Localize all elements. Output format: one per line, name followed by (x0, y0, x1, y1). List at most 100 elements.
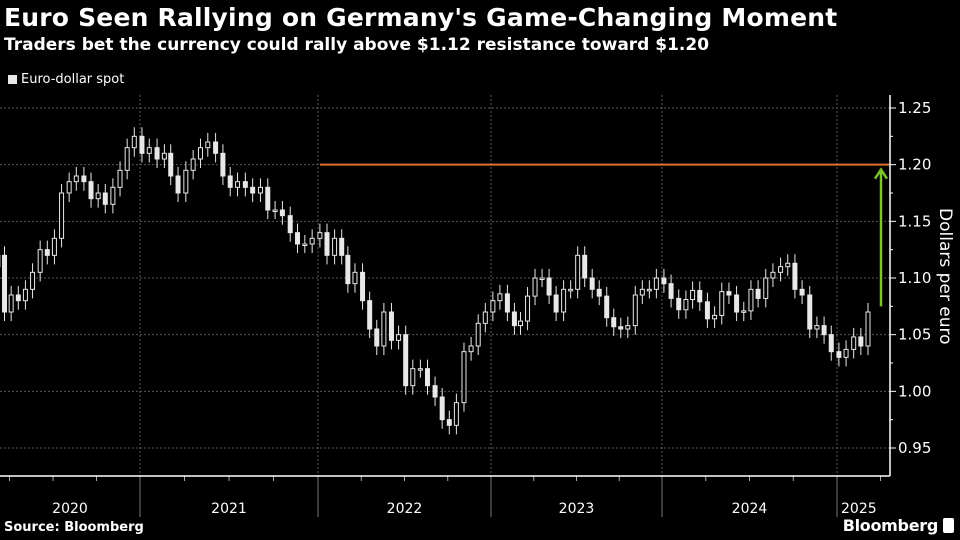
chart-title: Euro Seen Rallying on Germany's Game-Cha… (4, 3, 838, 32)
candle-body (821, 325, 827, 336)
candle-body (511, 311, 517, 327)
candle-body (367, 300, 373, 330)
candle-body (726, 291, 732, 296)
candle-body (110, 186, 116, 205)
candle-body (661, 277, 667, 285)
y-tick-label: 1.00 (898, 382, 931, 400)
candle-body (190, 158, 196, 171)
candle-body (596, 288, 602, 297)
candle-body (446, 419, 452, 426)
candle-body (646, 288, 652, 292)
grid (0, 95, 890, 476)
candle-body (22, 288, 28, 302)
candle-body (183, 169, 189, 194)
candle-body (345, 254, 351, 285)
candle-body (792, 262, 798, 290)
candle-body (146, 147, 152, 154)
candle-body (807, 294, 813, 330)
candle-body (712, 314, 718, 320)
candle-body (632, 294, 638, 327)
candle-body (668, 283, 674, 299)
candle-body (324, 232, 330, 256)
candle-body (51, 237, 57, 256)
x-tick-label: 2023 (559, 501, 595, 517)
brand-text: Bloomberg (842, 516, 939, 535)
candle-body (755, 288, 761, 299)
candle-body (381, 311, 387, 347)
candle-body (561, 288, 567, 313)
candle-body (374, 328, 380, 347)
candle-body (388, 311, 394, 341)
candle-body (518, 320, 524, 327)
y-tick-label: 1.15 (898, 212, 931, 230)
candle-body (59, 192, 65, 239)
y-tick-label: 1.25 (898, 99, 931, 117)
candle-body (461, 351, 467, 404)
candle-body (235, 181, 241, 188)
candle-body (741, 310, 747, 313)
candle-body (287, 215, 293, 234)
candle-body (309, 237, 315, 245)
candle-body (799, 288, 805, 296)
y-tick-label: 0.95 (898, 439, 931, 457)
candle-body (604, 295, 610, 319)
candle-body (139, 135, 145, 154)
candle-body (532, 277, 538, 297)
y-axis-label: Dollars per euro (935, 208, 955, 345)
candle-body (748, 288, 754, 312)
candle-body (403, 334, 409, 387)
candle-body (683, 299, 689, 311)
candle-body (504, 293, 510, 313)
candle-body (220, 152, 226, 177)
candle-body (410, 368, 416, 387)
candle-body (302, 243, 308, 246)
candle-body (763, 277, 769, 299)
candle-body (851, 336, 857, 350)
candle-body (676, 297, 682, 311)
candle-body (697, 289, 703, 303)
candle-body (102, 192, 108, 205)
candle-body (81, 175, 87, 183)
axes: 0.95 1.00 1.05 1.10 1.15 1.20 1.25 2020 2021 2022… (0, 95, 931, 517)
candle-body (250, 186, 256, 194)
x-tick-label: 2025 (841, 501, 877, 517)
candle-body (131, 135, 137, 149)
candle-body (475, 322, 481, 347)
candle-body (568, 288, 574, 292)
candle-body (858, 336, 864, 347)
candle-body (417, 368, 423, 371)
bloomberg-logo: Bloomberg (843, 516, 954, 535)
candles (0, 127, 871, 435)
candle-body (704, 301, 710, 320)
candle-body (30, 271, 36, 290)
candle-body (497, 293, 503, 302)
x-tick-label: 2020 (52, 501, 88, 517)
candle-body (625, 325, 631, 330)
candle-body (175, 175, 181, 194)
candle-body (2, 254, 8, 313)
candle-body (197, 147, 203, 160)
candle-body (539, 277, 545, 280)
x-tick-label: 2024 (732, 501, 768, 517)
candle-body (719, 291, 725, 316)
legend-swatch (8, 75, 17, 84)
candle-body (582, 254, 588, 279)
candle-body (352, 271, 358, 285)
candle-body (8, 294, 14, 313)
candle-body (161, 152, 167, 160)
source-note: Source: Bloomberg (4, 520, 144, 535)
y-tick-label: 1.05 (898, 326, 931, 344)
candle-body (44, 249, 50, 256)
candle-body (242, 181, 248, 188)
candle-body (279, 209, 285, 217)
candle-body (227, 175, 233, 188)
candle-body (37, 249, 43, 273)
candle-body (73, 175, 79, 183)
candle-body (117, 169, 123, 188)
candle-body (432, 385, 438, 398)
candle-body (611, 317, 617, 328)
candle-body (546, 277, 552, 296)
candle-body (553, 294, 559, 313)
candle-body (213, 141, 219, 154)
candle-body (778, 266, 784, 273)
